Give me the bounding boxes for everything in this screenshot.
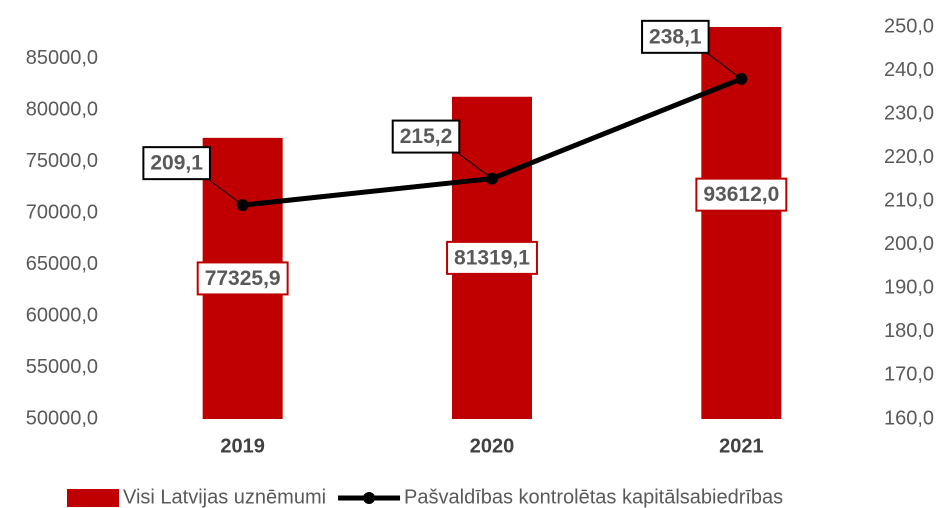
x-tick-label: 2021 xyxy=(719,435,764,457)
y-tick-label: 80000,0 xyxy=(26,99,98,121)
line-value-label: 209,1 xyxy=(150,152,203,175)
y2-tick-label: 240,0 xyxy=(884,59,934,81)
line-value-label: 215,2 xyxy=(400,125,453,148)
y2-tick-label: 170,0 xyxy=(884,364,934,386)
line-value-label-box xyxy=(391,119,461,154)
y-tick-label: 85000,0 xyxy=(26,47,98,69)
bar-value-label-box xyxy=(196,261,289,296)
line-point xyxy=(486,172,498,185)
legend-label: Visi Latvijas uznēmumi xyxy=(123,486,326,508)
legend-marker xyxy=(363,492,376,504)
bar-value-label-box xyxy=(446,240,538,275)
y-tick-label: 75000,0 xyxy=(26,150,98,172)
y-tick-label: 70000,0 xyxy=(26,202,98,224)
bar-value-label: 77325,9 xyxy=(205,267,281,290)
bar-value-label-box xyxy=(695,177,788,212)
y2-tick-label: 220,0 xyxy=(884,146,934,168)
x-tick-label: 2020 xyxy=(470,435,515,457)
y-tick-label: 60000,0 xyxy=(26,304,98,326)
line-value-label-box xyxy=(641,19,710,54)
line-point xyxy=(236,199,249,212)
bar-group xyxy=(202,27,782,419)
line-value-label: 238,1 xyxy=(649,25,702,48)
y2-tick-label: 250,0 xyxy=(884,15,934,37)
y2-tick-label: 190,0 xyxy=(884,277,934,299)
y2-tick-label: 210,0 xyxy=(884,190,934,212)
y2-tick-label: 230,0 xyxy=(884,102,934,124)
y-tick-label: 55000,0 xyxy=(26,356,98,378)
y-tick-label: 65000,0 xyxy=(26,253,98,275)
line-point xyxy=(735,72,748,85)
legend-swatch xyxy=(67,489,119,507)
bar-value-label: 81319,1 xyxy=(454,246,530,269)
y2-tick-label: 180,0 xyxy=(884,320,934,342)
y2-tick-label: 160,0 xyxy=(884,407,934,429)
x-tick-label: 2019 xyxy=(220,435,265,457)
y-tick-label: 50000,0 xyxy=(26,407,98,429)
bar-value-label: 93612,0 xyxy=(703,183,779,206)
legend-label: Pašvaldības kontrolētas kapitālsabiedrīb… xyxy=(404,486,783,508)
y2-tick-label: 200,0 xyxy=(884,233,934,255)
line-value-label-box xyxy=(142,146,211,181)
bar xyxy=(701,27,782,419)
